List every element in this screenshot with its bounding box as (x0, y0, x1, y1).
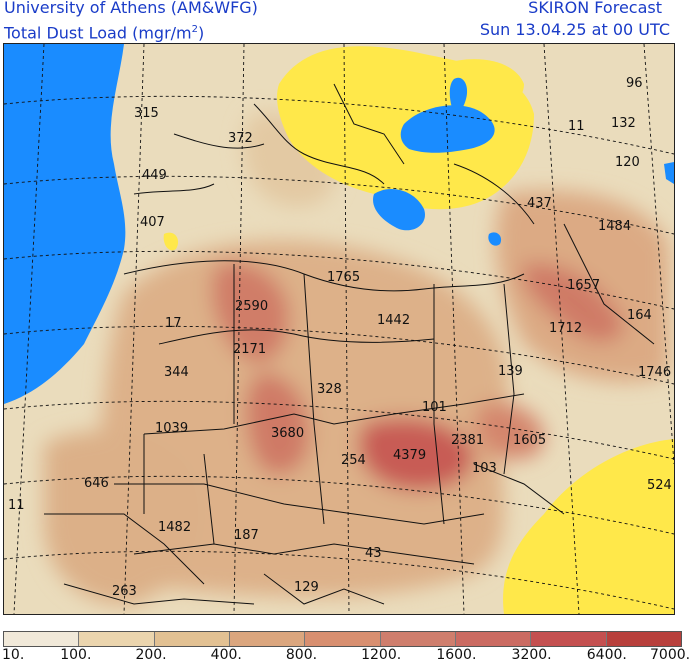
product-title: Total Dust Load (mgr/m2) (4, 20, 204, 43)
graticule (4, 44, 674, 614)
institution-title: University of Athens (AM&WFG) (4, 0, 258, 17)
legend-tick-label: 3200. (511, 647, 552, 663)
map-value-label: 139 (498, 364, 523, 379)
legend-tick-label: 10. (2, 647, 25, 663)
legend-swatch (78, 632, 154, 646)
map-value-label: 344 (164, 365, 189, 380)
legend-tick-label: 200. (135, 647, 167, 663)
map-value-label: 449 (142, 168, 167, 183)
legend-tick-label: 1200. (361, 647, 402, 663)
dust-area-west (44, 430, 198, 605)
map-value-label: 315 (134, 106, 159, 121)
map-value-label: 372 (228, 131, 253, 146)
legend-tick-label: 100. (60, 647, 92, 663)
aegean-sea (373, 189, 425, 231)
dust-core-mali (245, 373, 310, 475)
map-value-label: 1746 (638, 365, 671, 380)
value-labels: 315 372 449 407 11 96 132 120 437 1484 1765 1657 259… (8, 76, 672, 599)
map-value-label: 1039 (155, 421, 188, 436)
atlantic-ocean (4, 44, 126, 404)
legend-tick-label: 7000. (650, 647, 691, 663)
model-title: SKIRON Forecast (528, 0, 662, 17)
map-value-label: 1482 (158, 520, 191, 535)
legend-swatch (153, 632, 229, 646)
map-value-label: 120 (615, 155, 640, 170)
legend-swatch (228, 632, 305, 646)
map-value-label: 328 (317, 382, 342, 397)
map-value-label: 96 (626, 76, 643, 91)
map-value-label: 1484 (598, 219, 631, 234)
map-value-label: 132 (611, 116, 636, 131)
dust-load-map: 315 372 449 407 11 96 132 120 437 1484 1765 1657 259… (3, 43, 675, 615)
map-value-label: 407 (140, 215, 165, 230)
map-value-label: 11 (8, 498, 25, 513)
legend-swatch (4, 632, 79, 646)
dust-shading (44, 112, 669, 605)
map-value-label: 437 (527, 196, 552, 211)
caspian-sea (449, 77, 468, 112)
map-value-label: 1765 (327, 270, 360, 285)
map-value-label: 2590 (235, 299, 268, 314)
legend-swatch (304, 632, 380, 646)
map-value-label: 1657 (567, 278, 600, 293)
map-value-label: 646 (84, 476, 109, 491)
legend-tick-label: 800. (285, 647, 318, 663)
dust-core-iraq (522, 263, 624, 342)
map-value-label: 3680 (271, 426, 304, 441)
product-title-prefix: Total Dust Load (mgr/m (4, 23, 192, 43)
map-value-label: 1712 (549, 321, 582, 336)
dust-core-chad (358, 418, 474, 491)
map-value-label: 263 (112, 584, 137, 599)
map-value-label: 164 (627, 308, 652, 323)
map-canvas: 315 372 449 407 11 96 132 120 437 1484 1765 1657 259… (4, 44, 674, 614)
product-title-exponent: 2 (191, 24, 198, 35)
legend-tick-label: 6400. (586, 647, 627, 663)
gulf-spot (664, 162, 674, 184)
map-value-label: 2171 (233, 342, 266, 357)
map-value-label: 4379 (393, 448, 426, 463)
product-title-suffix: ) (198, 23, 205, 43)
map-value-label: 103 (472, 461, 497, 476)
map-value-label: 2381 (451, 433, 484, 448)
legend-tick-label: 1600. (436, 647, 477, 663)
red-sea-spot (488, 232, 502, 246)
map-value-label: 1605 (513, 433, 546, 448)
map-value-label: 17 (165, 316, 182, 331)
map-value-label: 187 (234, 528, 259, 543)
color-legend (3, 631, 682, 647)
legend-swatch (379, 632, 455, 646)
legend-swatch (454, 632, 531, 646)
map-value-label: 1442 (377, 313, 410, 328)
low-load-arabia (503, 439, 674, 614)
map-value-label: 101 (422, 400, 447, 415)
map-value-label: 524 (647, 478, 672, 493)
map-value-label: 129 (294, 580, 319, 595)
map-value-label: 43 (365, 546, 382, 561)
valid-time: Sun 13.04.25 at 00 UTC (479, 20, 670, 39)
map-value-label: 254 (341, 453, 366, 468)
dust-core-algeria (211, 262, 290, 363)
country-borders (44, 83, 655, 605)
legend-tick-label: 400. (210, 647, 242, 663)
legend-swatch (530, 632, 606, 646)
map-value-label: 11 (568, 119, 585, 134)
low-load-iberia-spot (163, 232, 179, 251)
legend-swatch (605, 632, 681, 646)
